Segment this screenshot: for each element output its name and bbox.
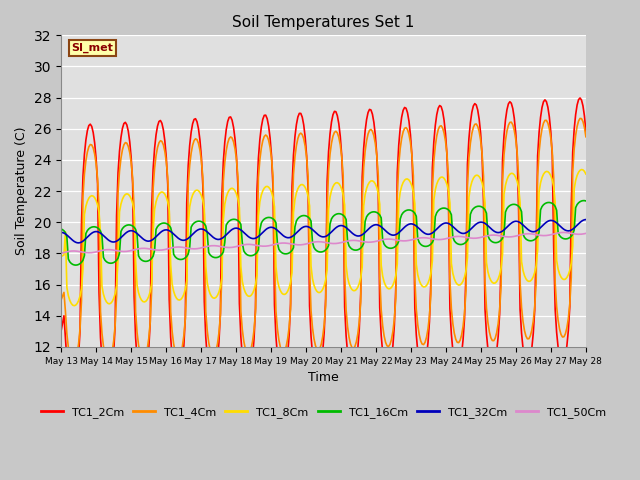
TC1_32Cm — [75, 240, 83, 246]
TC1_16Cm — [580, 198, 588, 204]
TC1_32Cm — [582, 216, 589, 222]
TC1_32Cm — [232, 225, 240, 231]
TC1_32Cm — [57, 229, 65, 235]
TC1_16Cm — [72, 262, 79, 268]
Title: Soil Temperatures Set 1: Soil Temperatures Set 1 — [232, 15, 415, 30]
Line: TC1_2Cm: TC1_2Cm — [61, 98, 586, 390]
TC1_50Cm — [582, 230, 589, 236]
Line: TC1_16Cm: TC1_16Cm — [61, 201, 586, 265]
TC1_4Cm — [576, 116, 584, 121]
Line: TC1_8Cm: TC1_8Cm — [61, 169, 586, 306]
X-axis label: Time: Time — [308, 371, 339, 384]
Y-axis label: Soil Temperature (C): Soil Temperature (C) — [15, 127, 28, 255]
TC1_16Cm — [57, 226, 65, 232]
TC1_16Cm — [554, 229, 562, 235]
TC1_4Cm — [69, 360, 77, 366]
TC1_8Cm — [232, 191, 240, 197]
TC1_16Cm — [241, 250, 249, 256]
Text: SI_met: SI_met — [72, 43, 113, 53]
TC1_8Cm — [554, 266, 562, 272]
TC1_2Cm — [241, 373, 249, 379]
TC1_2Cm — [576, 95, 584, 101]
TC1_4Cm — [582, 134, 589, 140]
TC1_16Cm — [582, 198, 589, 204]
TC1_4Cm — [288, 218, 296, 224]
TC1_2Cm — [69, 387, 77, 393]
TC1_4Cm — [241, 346, 249, 351]
TC1_32Cm — [554, 221, 562, 227]
TC1_50Cm — [122, 249, 129, 254]
TC1_50Cm — [287, 241, 294, 247]
TC1_2Cm — [232, 154, 240, 159]
TC1_2Cm — [554, 344, 562, 350]
TC1_2Cm — [123, 122, 131, 128]
TC1_8Cm — [215, 289, 223, 295]
TC1_4Cm — [232, 156, 240, 162]
TC1_4Cm — [123, 140, 131, 146]
TC1_32Cm — [123, 229, 131, 235]
TC1_2Cm — [582, 128, 589, 134]
TC1_4Cm — [215, 330, 223, 336]
TC1_8Cm — [241, 289, 249, 295]
TC1_2Cm — [215, 340, 223, 346]
TC1_8Cm — [70, 303, 78, 309]
Line: TC1_32Cm: TC1_32Cm — [61, 219, 586, 243]
TC1_8Cm — [288, 270, 296, 276]
TC1_16Cm — [215, 254, 223, 260]
Line: TC1_50Cm: TC1_50Cm — [61, 232, 586, 253]
TC1_2Cm — [57, 328, 65, 334]
TC1_8Cm — [582, 171, 589, 177]
TC1_2Cm — [288, 183, 296, 189]
TC1_4Cm — [554, 317, 562, 323]
TC1_32Cm — [215, 237, 223, 242]
TC1_32Cm — [288, 234, 296, 240]
TC1_50Cm — [231, 244, 239, 250]
TC1_8Cm — [123, 191, 131, 197]
TC1_16Cm — [288, 248, 296, 253]
TC1_8Cm — [57, 253, 65, 259]
TC1_8Cm — [578, 167, 586, 172]
TC1_50Cm — [553, 230, 561, 236]
TC1_16Cm — [123, 222, 131, 228]
TC1_50Cm — [240, 242, 248, 248]
TC1_50Cm — [214, 243, 221, 249]
TC1_4Cm — [57, 297, 65, 303]
Line: TC1_4Cm: TC1_4Cm — [61, 119, 586, 363]
TC1_50Cm — [560, 229, 568, 235]
TC1_16Cm — [232, 217, 240, 223]
Legend: TC1_2Cm, TC1_4Cm, TC1_8Cm, TC1_16Cm, TC1_32Cm, TC1_50Cm: TC1_2Cm, TC1_4Cm, TC1_8Cm, TC1_16Cm, TC1… — [36, 402, 611, 422]
TC1_32Cm — [241, 231, 249, 237]
TC1_50Cm — [57, 251, 65, 256]
